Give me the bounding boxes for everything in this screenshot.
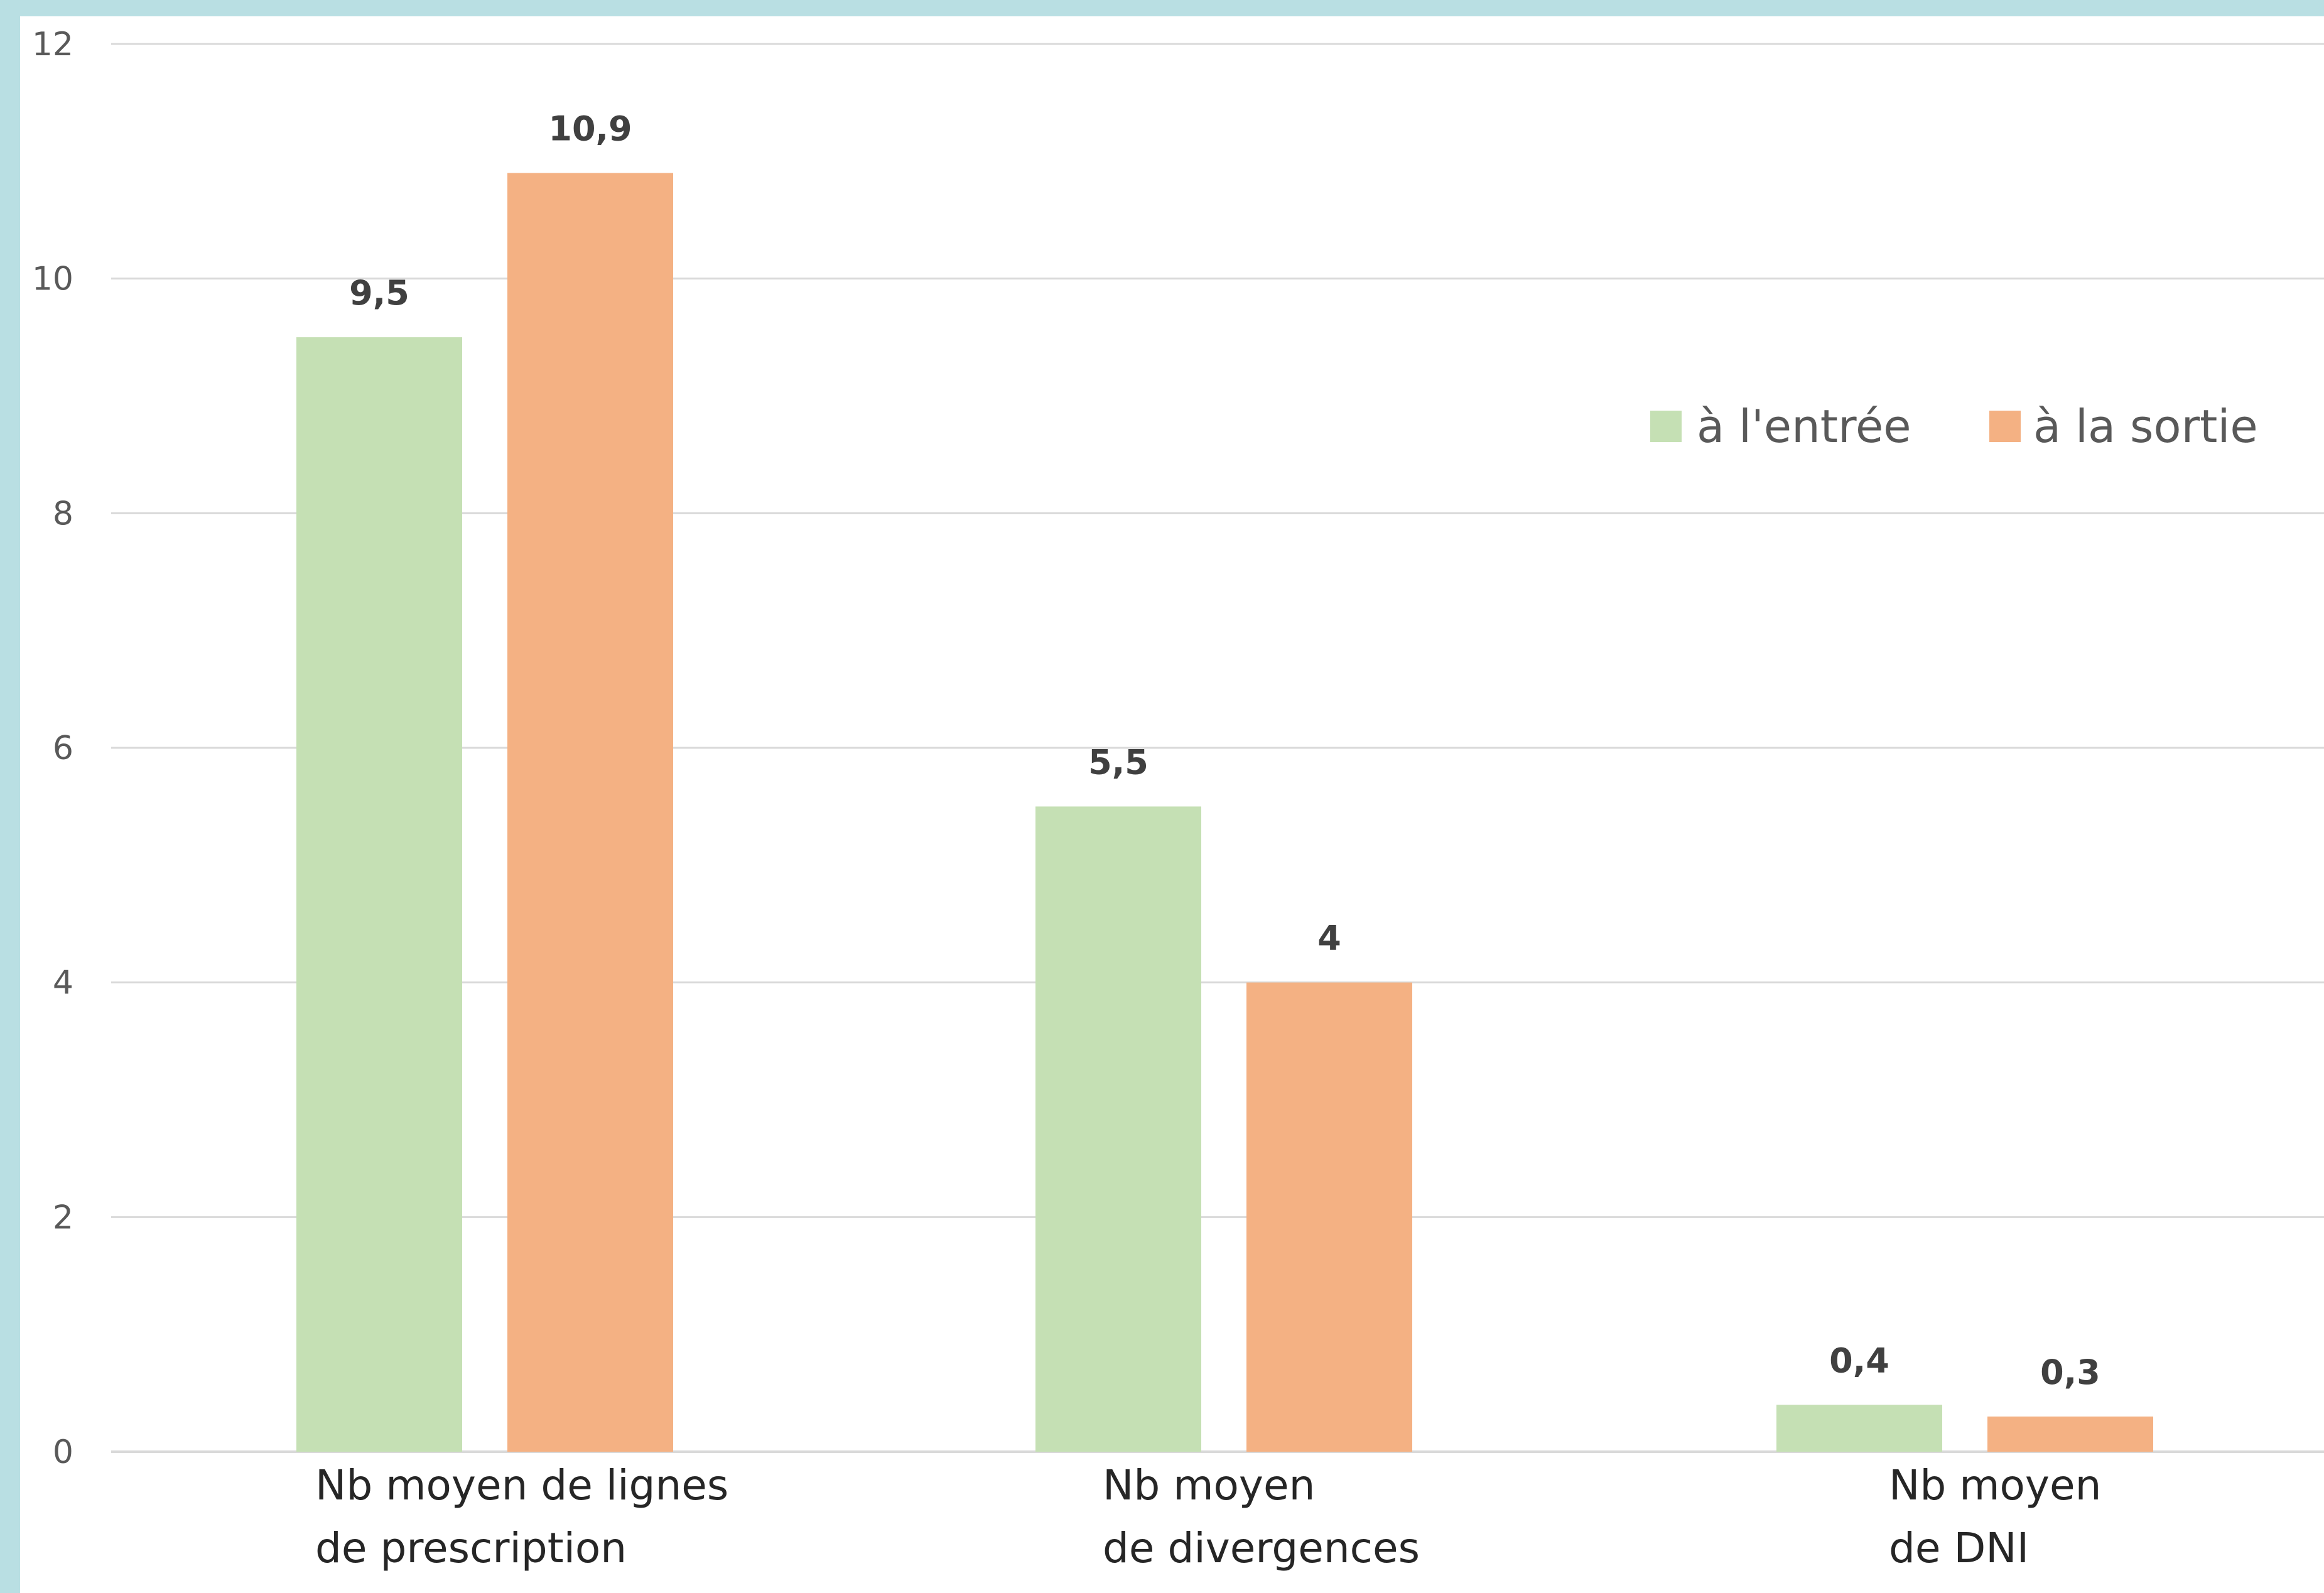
legend-label: à l'entrée (1697, 400, 1911, 453)
data-label: 4 (1317, 919, 1341, 958)
data-label: 5,5 (1088, 742, 1148, 782)
category-label: de prescription (315, 1524, 627, 1572)
y-tick-label: 6 (53, 730, 73, 767)
legend-swatch (1650, 411, 1682, 442)
bar-sortie (507, 173, 673, 1452)
x-axis-categories: Nb moyen de lignes de prescription Nb moye… (315, 1461, 2101, 1572)
y-tick-label: 2 (53, 1199, 73, 1236)
y-tick-label: 0 (53, 1434, 73, 1471)
y-axis-ticks: 0 2 4 6 8 10 12 (32, 26, 73, 1471)
bar-sortie (1246, 982, 1412, 1452)
bar-chart: 0 2 4 6 8 10 12 9,5 10,9 5,5 4 0,4 0,3 Nb moyen de … (32, 26, 2324, 1572)
y-tick-label: 4 (53, 964, 73, 1002)
category-label: Nb moyen (1889, 1461, 2101, 1509)
data-label: 10,9 (548, 109, 632, 149)
bar-entree (1035, 806, 1201, 1452)
y-tick-label: 10 (32, 261, 73, 298)
legend-label: à la sortie (2033, 400, 2258, 453)
bar-sortie (1987, 1416, 2153, 1452)
bars (296, 173, 2153, 1452)
category-label: de divergences (1103, 1524, 1420, 1572)
bar-entree (1776, 1405, 1942, 1452)
data-label: 0,3 (2040, 1353, 2100, 1392)
data-label: 0,4 (1829, 1341, 1889, 1380)
data-label: 9,5 (349, 273, 409, 313)
y-tick-label: 12 (32, 26, 73, 63)
bar-entree (296, 337, 462, 1452)
y-tick-label: 8 (53, 495, 73, 532)
chart-frame: 0 2 4 6 8 10 12 9,5 10,9 5,5 4 0,4 0,3 Nb moyen de … (20, 16, 2324, 1593)
legend: à l'entrée à la sortie (1650, 400, 2258, 453)
data-labels: 9,5 10,9 5,5 4 0,4 0,3 (349, 109, 2100, 1392)
legend-swatch (1989, 411, 2021, 442)
gridlines (111, 43, 2324, 1453)
category-label: Nb moyen de lignes (315, 1461, 728, 1509)
category-label: Nb moyen (1103, 1461, 1315, 1509)
category-label: de DNI (1889, 1524, 2029, 1572)
